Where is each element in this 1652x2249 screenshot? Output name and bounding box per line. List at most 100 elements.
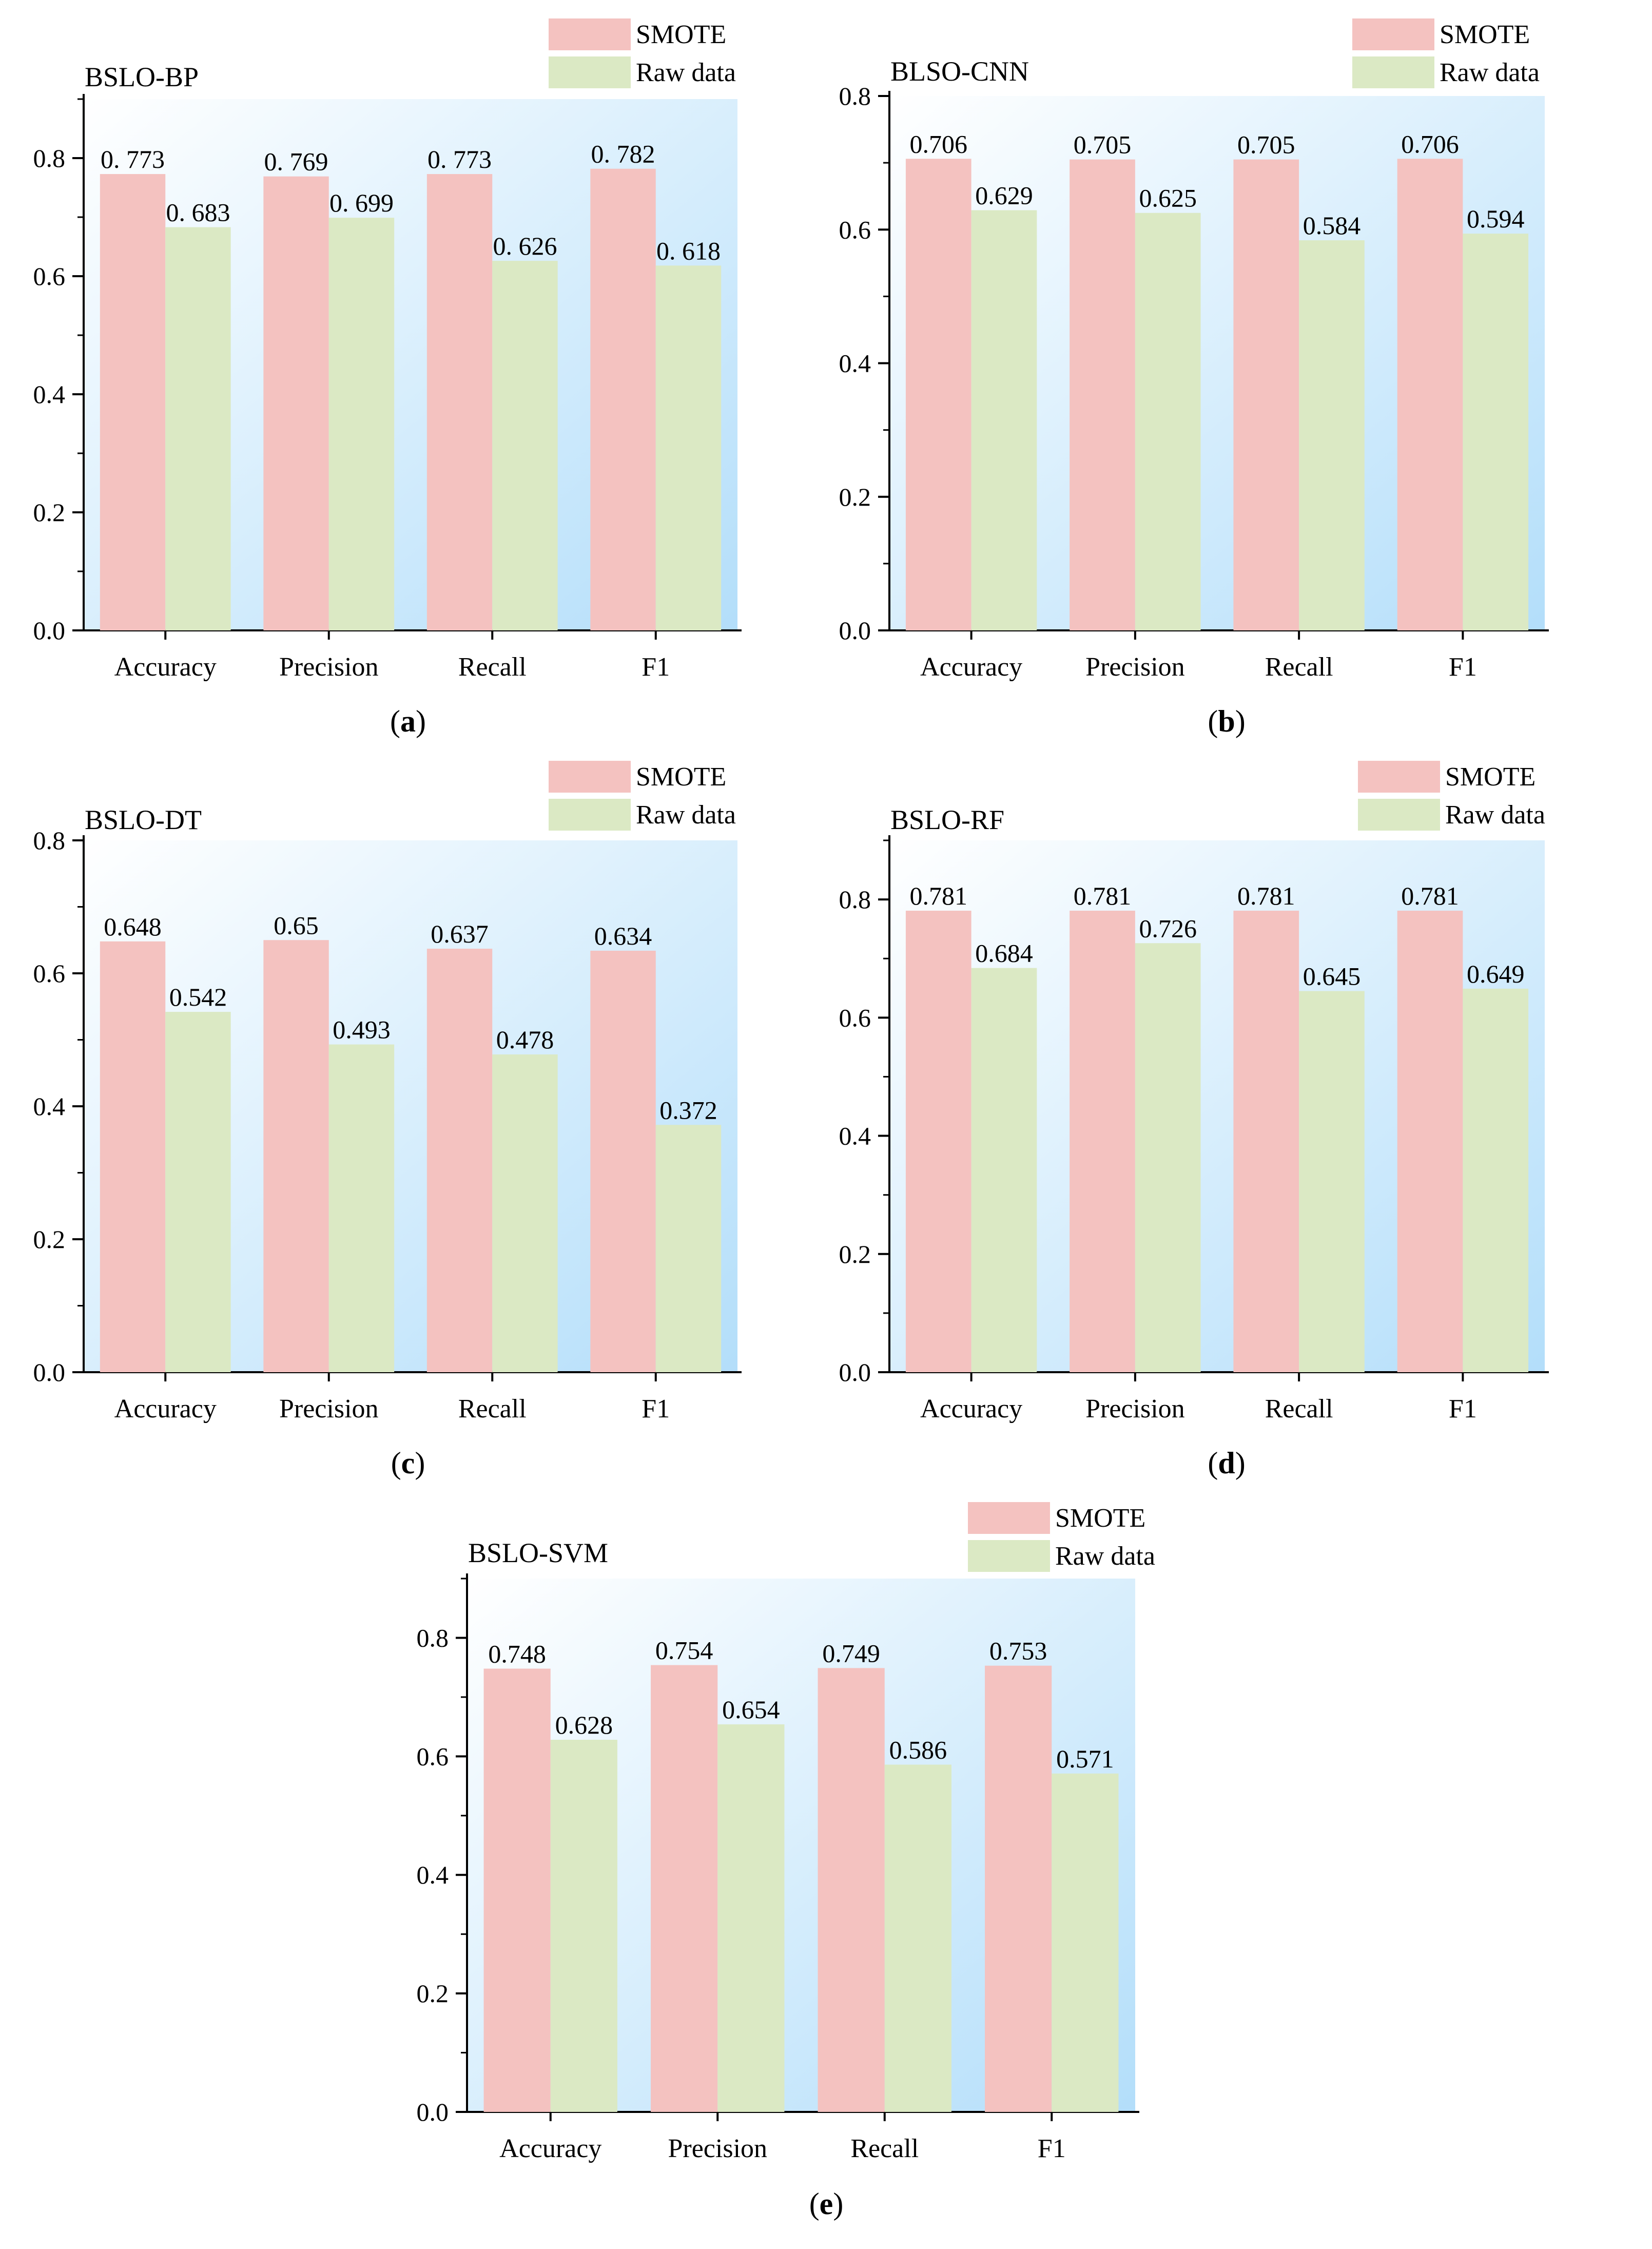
caption-paren-close: ): [1235, 704, 1246, 738]
legend: SMOTE Raw data: [1358, 761, 1545, 831]
y-tick-label: 0.6: [839, 215, 871, 244]
legend-label-smote: SMOTE: [1445, 762, 1536, 792]
y-tick-label: 0.0: [33, 616, 66, 645]
legend-label-raw: Raw data: [636, 58, 736, 87]
value-label-raw: 0.372: [659, 1095, 717, 1124]
y-tick-label: 0.2: [417, 1979, 449, 2008]
legend-swatch-raw: [549, 56, 631, 88]
category-label: Precision: [279, 1394, 379, 1424]
caption-paren-open: (: [1208, 704, 1218, 738]
category-label: F1: [1038, 2134, 1066, 2163]
y-tick-label: 0.4: [33, 1092, 66, 1121]
caption-paren-close: ): [833, 2187, 843, 2221]
bar-raw-precision: [1135, 943, 1201, 1372]
legend-swatch-smote: [1352, 18, 1434, 50]
value-label-smote: 0.781: [1074, 881, 1132, 910]
bar-raw-recall: [884, 1764, 951, 2112]
category-label: Accuracy: [920, 1394, 1022, 1424]
y-tick-label: 0.2: [33, 1225, 66, 1254]
bar-smote-accuracy: [905, 910, 971, 1372]
value-label-smote: 0.749: [822, 1639, 880, 1667]
y-tick-label: 0.8: [417, 1623, 449, 1652]
value-label-raw: 0.645: [1303, 962, 1361, 991]
bar-raw-recall: [1299, 991, 1365, 1372]
bar-smote-f1: [1397, 910, 1463, 1372]
legend-label-smote: SMOTE: [636, 20, 726, 49]
chart-title: BSLO-BP: [85, 62, 199, 92]
category-label: F1: [642, 1394, 670, 1424]
legend-label-raw: Raw data: [636, 800, 736, 830]
chart-panel-c: 0.0 0.2 0.4 0.6 0.8 0.648 0.542 Accuracy 0.65 0.4…: [33, 761, 742, 1480]
bar-smote-recall: [1233, 910, 1299, 1372]
caption-letter: a: [400, 704, 416, 738]
bar-smote-accuracy: [483, 1668, 551, 2112]
legend: SMOTE Raw data: [549, 761, 736, 831]
bar-smote-precision: [1070, 159, 1135, 630]
value-label-smote: 0. 782: [591, 140, 655, 168]
legend-swatch-raw: [968, 1540, 1050, 1572]
panel-caption: (a): [390, 704, 426, 738]
panel-caption: (c): [391, 1446, 425, 1480]
bar-smote-accuracy: [905, 159, 971, 630]
caption-paren-open: (: [390, 704, 400, 738]
y-tick-label: 0.2: [839, 483, 871, 511]
value-label-smote: 0.706: [910, 129, 968, 158]
y-tick-label: 0.8: [33, 144, 66, 172]
y-tick-label: 0.8: [839, 82, 871, 110]
category-label: F1: [1449, 1394, 1477, 1424]
bar-raw-f1: [1052, 1773, 1119, 2112]
y-tick-label: 0.6: [839, 1003, 871, 1032]
value-label-raw: 0.571: [1056, 1744, 1114, 1773]
value-label-smote: 0.706: [1401, 129, 1459, 158]
category-label: F1: [642, 652, 670, 682]
bar-raw-precision: [1135, 213, 1201, 630]
bar-smote-f1: [590, 168, 656, 630]
bar-raw-accuracy: [550, 1740, 617, 2112]
legend-swatch-raw: [1352, 56, 1434, 88]
legend-label-smote: SMOTE: [1055, 1504, 1145, 1533]
legend-label-smote: SMOTE: [636, 762, 726, 792]
caption-letter: e: [820, 2187, 833, 2221]
y-tick-label: 0.2: [839, 1240, 871, 1268]
bar-raw-accuracy: [165, 227, 231, 630]
legend-label-smote: SMOTE: [1440, 20, 1530, 49]
value-label-smote: 0. 773: [427, 145, 492, 174]
bar-raw-recall: [1299, 240, 1365, 630]
value-label-raw: 0.649: [1467, 959, 1525, 988]
value-label-smote: 0.781: [1237, 881, 1295, 910]
y-tick-label: 0.0: [33, 1358, 66, 1387]
caption-letter: d: [1218, 1446, 1235, 1480]
chart-title: BSLO-RF: [890, 804, 1004, 835]
y-tick-label: 0.6: [33, 959, 66, 988]
value-label-raw: 0.629: [975, 181, 1033, 210]
bar-raw-precision: [328, 218, 395, 630]
value-label-raw: 0.684: [975, 939, 1033, 968]
value-label-raw: 0.726: [1139, 914, 1197, 943]
y-tick-label: 0.0: [839, 616, 871, 645]
category-label: Precision: [1085, 652, 1185, 682]
chart-panel-e: 0.0 0.2 0.4 0.6 0.8 0.748 0.628 Accuracy 0.754 0.…: [417, 1502, 1155, 2221]
value-label-smote: 0.748: [488, 1639, 546, 1668]
bar-smote-f1: [985, 1665, 1052, 2112]
panel-caption: (d): [1208, 1446, 1245, 1480]
value-label-raw: 0.654: [722, 1695, 780, 1724]
bar-smote-recall: [818, 1668, 885, 2112]
value-label-smote: 0.781: [910, 881, 968, 910]
value-label-raw: 0.628: [555, 1710, 613, 1739]
caption-paren-close: ): [415, 1446, 425, 1480]
bar-smote-f1: [1397, 159, 1463, 630]
category-label: Precision: [279, 652, 379, 682]
y-tick-label: 0.6: [417, 1742, 449, 1771]
value-label-raw: 0. 683: [166, 198, 230, 227]
caption-paren-open: (: [1208, 1446, 1218, 1480]
chart-title: BSLO-SVM: [468, 1537, 608, 1568]
y-tick-label: 0.8: [33, 826, 66, 855]
bar-raw-f1: [655, 1125, 722, 1372]
value-label-smote: 0.705: [1074, 130, 1132, 159]
category-label: Recall: [458, 652, 527, 682]
value-label-smote: 0.634: [594, 921, 652, 950]
legend-label-raw: Raw data: [1440, 58, 1540, 87]
y-tick-label: 0.4: [417, 1860, 449, 1889]
bar-smote-accuracy: [100, 941, 166, 1372]
value-label-smote: 0.754: [655, 1636, 713, 1665]
